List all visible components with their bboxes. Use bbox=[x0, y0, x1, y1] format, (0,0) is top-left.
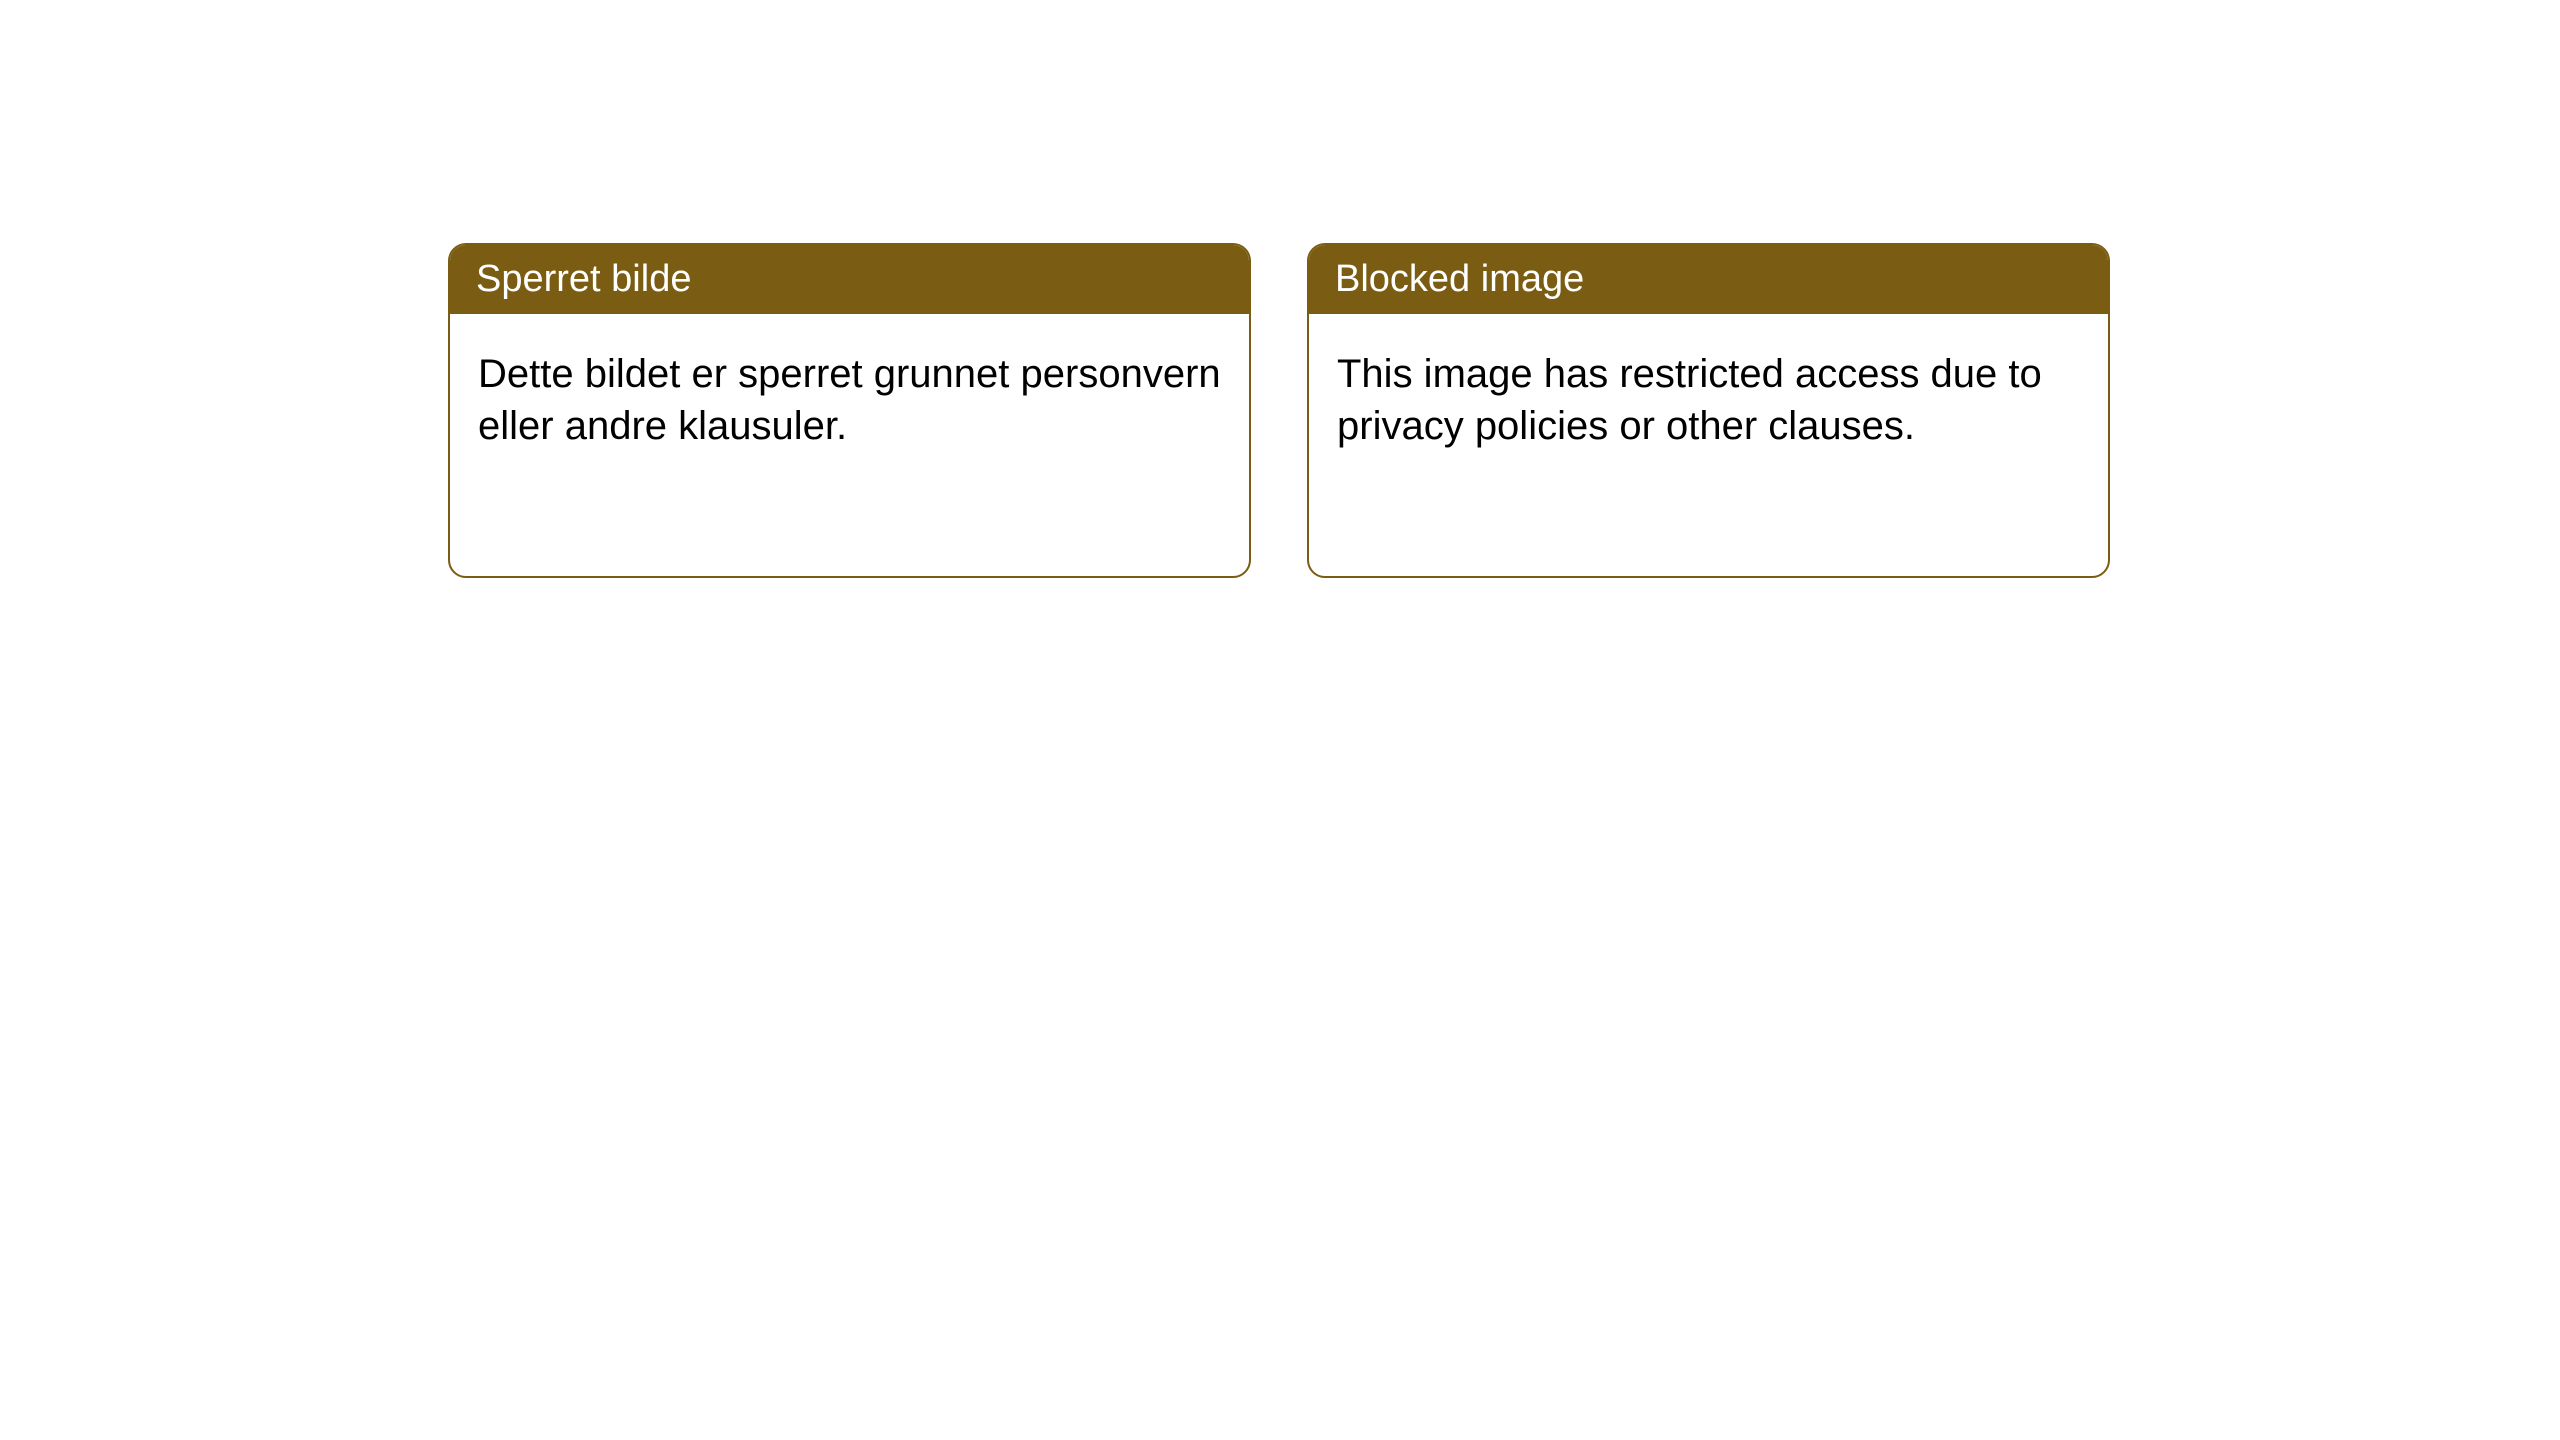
notice-header: Sperret bilde bbox=[450, 245, 1249, 314]
notice-card-norwegian: Sperret bilde Dette bildet er sperret gr… bbox=[448, 243, 1251, 578]
notice-title: Blocked image bbox=[1335, 258, 1584, 300]
notice-title: Sperret bilde bbox=[476, 258, 691, 300]
notice-card-english: Blocked image This image has restricted … bbox=[1307, 243, 2110, 578]
notice-body: Dette bildet er sperret grunnet personve… bbox=[450, 314, 1249, 486]
notice-cards-container: Sperret bilde Dette bildet er sperret gr… bbox=[448, 243, 2110, 578]
notice-body: This image has restricted access due to … bbox=[1309, 314, 2108, 486]
notice-body-text: Dette bildet er sperret grunnet personve… bbox=[478, 352, 1221, 448]
notice-body-text: This image has restricted access due to … bbox=[1337, 352, 2042, 448]
notice-header: Blocked image bbox=[1309, 245, 2108, 314]
